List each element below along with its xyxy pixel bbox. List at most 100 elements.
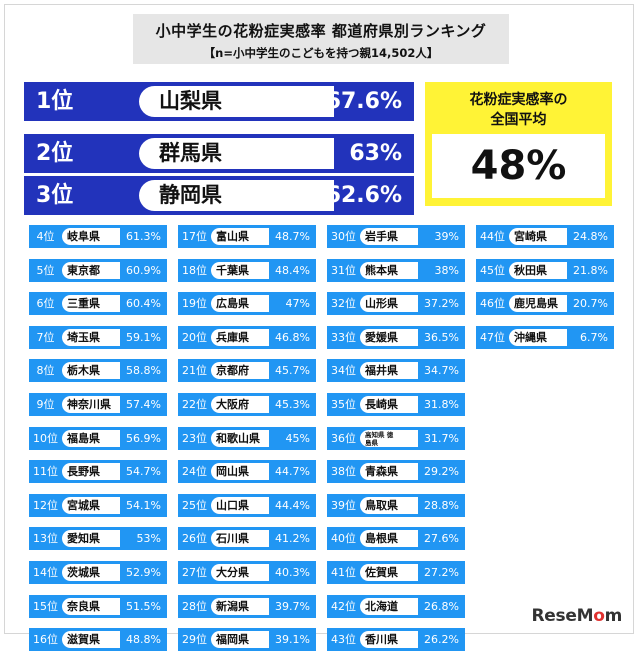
name-pill: 栃木県 — [62, 362, 120, 379]
rank-cell: 32位 山形県 37.2% — [327, 292, 465, 315]
rate-value: 45% — [285, 432, 310, 445]
prefecture-name: 鳥取県 — [365, 499, 398, 512]
rank-label: 24位 — [182, 465, 207, 478]
name-pill: 佐賀県 — [360, 564, 418, 581]
rank-cell: 30位 岩手県 39% — [327, 225, 465, 248]
name-pill: 宮城県 — [62, 497, 120, 514]
name-pill: 鹿児島県 — [509, 295, 567, 312]
name-pill: 山梨県 — [139, 86, 334, 117]
rank-label: 34位 — [331, 364, 356, 377]
prefecture-name: 静岡県 — [159, 183, 222, 207]
rank-label: 40位 — [331, 532, 356, 545]
rate-value: 47% — [285, 297, 310, 310]
rate-value: 27.6% — [424, 532, 459, 545]
name-pill: 東京都 — [62, 262, 120, 279]
national-average-box: 花粉症実感率の 全国平均 48% — [425, 82, 612, 206]
name-pill: 富山県 — [211, 228, 269, 245]
rate-value: 39.7% — [275, 600, 310, 613]
prefecture-name: 長野県 — [67, 465, 100, 478]
prefecture-name: 福井県 — [365, 364, 398, 377]
rate-value: 48.4% — [275, 264, 310, 277]
prefecture-name: 長崎県 — [365, 398, 398, 411]
rate-value: 53% — [136, 532, 161, 545]
rank-cell: 21位 京都府 45.7% — [178, 359, 316, 382]
rank-cell: 36位 高知県 徳島県 31.7% — [327, 427, 465, 450]
name-pill: 岐阜県 — [62, 228, 120, 245]
prefecture-name: 広島県 — [216, 297, 249, 310]
rank-cell: 28位 新潟県 39.7% — [178, 595, 316, 618]
rate-value: 44.4% — [275, 499, 310, 512]
rank-cell: 19位 広島県 47% — [178, 292, 316, 315]
prefecture-name: 秋田県 — [514, 264, 547, 277]
national-average-value: 48% — [432, 134, 605, 198]
rank-cell: 46位 鹿児島県 20.7% — [476, 292, 614, 315]
rate-value: 63% — [349, 141, 402, 166]
rank-label: 7位 — [36, 331, 55, 344]
name-pill: 秋田県 — [509, 262, 567, 279]
prefecture-name: 山口県 — [216, 499, 249, 512]
prefecture-name: 群馬県 — [159, 141, 222, 165]
rank-label: 2位 — [36, 141, 74, 166]
name-pill: 高知県 徳島県 — [360, 430, 418, 447]
rank-label: 9位 — [36, 398, 55, 411]
name-pill: 宮崎県 — [509, 228, 567, 245]
rank-cell: 15位 奈良県 51.5% — [29, 595, 167, 618]
logo-text-b: m — [604, 606, 623, 626]
chart-title: 小中学生の花粉症実感率 都道府県別ランキング — [155, 22, 487, 40]
rank-label: 39位 — [331, 499, 356, 512]
rank-row-2: 2位 群馬県 63% — [24, 134, 414, 173]
rate-value: 26.8% — [424, 600, 459, 613]
rank-cell: 11位 長野県 54.7% — [29, 460, 167, 483]
prefecture-name: 千葉県 — [216, 264, 249, 277]
rank-label: 35位 — [331, 398, 356, 411]
rate-value: 36.5% — [424, 331, 459, 344]
rate-value: 54.1% — [126, 499, 161, 512]
name-pill: 京都府 — [211, 362, 269, 379]
rate-value: 45.7% — [275, 364, 310, 377]
prefecture-name: 宮崎県 — [514, 230, 547, 243]
prefecture-name: 宮城県 — [67, 499, 100, 512]
name-pill: 群馬県 — [139, 138, 334, 169]
name-pill: 茨城県 — [62, 564, 120, 581]
rank-label: 26位 — [182, 532, 207, 545]
rank-cell: 6位 三重県 60.4% — [29, 292, 167, 315]
national-average-label: 花粉症実感率の 全国平均 — [425, 90, 612, 130]
rank-cell: 14位 茨城県 52.9% — [29, 561, 167, 584]
rank-cell: 47位 沖縄県 6.7% — [476, 326, 614, 349]
name-pill: 山形県 — [360, 295, 418, 312]
rank-label: 27位 — [182, 566, 207, 579]
rank-label: 42位 — [331, 600, 356, 613]
rank-label: 14位 — [33, 566, 58, 579]
rank-cell: 12位 宮城県 54.1% — [29, 494, 167, 517]
rate-value: 62.6% — [325, 183, 402, 208]
rate-value: 37.2% — [424, 297, 459, 310]
name-pill: 長野県 — [62, 463, 120, 480]
chart-subtitle: 【n=小中学生のこどもを持つ親14,502人】 — [203, 46, 439, 60]
national-average-label-line2: 全国平均 — [490, 112, 547, 128]
rate-value: 58.8% — [126, 364, 161, 377]
rate-value: 56.9% — [126, 432, 161, 445]
rank-label: 31位 — [331, 264, 356, 277]
rate-value: 48.7% — [275, 230, 310, 243]
name-pill: 和歌山県 — [211, 430, 269, 447]
rate-value: 38% — [434, 264, 459, 277]
prefecture-name: 青森県 — [365, 465, 398, 478]
name-pill: 石川県 — [211, 530, 269, 547]
rate-value: 40.3% — [275, 566, 310, 579]
name-pill: 埼玉県 — [62, 329, 120, 346]
rank-label: 6位 — [36, 297, 55, 310]
name-pill: 愛媛県 — [360, 329, 418, 346]
rank-cell: 35位 長崎県 31.8% — [327, 393, 465, 416]
rate-value: 59.1% — [126, 331, 161, 344]
rank-cell: 4位 岐阜県 61.3% — [29, 225, 167, 248]
prefecture-name: 茨城県 — [67, 566, 100, 579]
prefecture-name: 和歌山県 — [216, 432, 260, 445]
rank-label: 1位 — [36, 89, 74, 114]
rank-label: 13位 — [33, 532, 58, 545]
rank-label: 21位 — [182, 364, 207, 377]
prefecture-name: 沖縄県 — [514, 331, 547, 344]
rank-label: 10位 — [33, 432, 58, 445]
prefecture-name: 鹿児島県 — [514, 297, 558, 310]
rank-cell: 38位 青森県 29.2% — [327, 460, 465, 483]
rate-value: 67.6% — [325, 89, 402, 114]
